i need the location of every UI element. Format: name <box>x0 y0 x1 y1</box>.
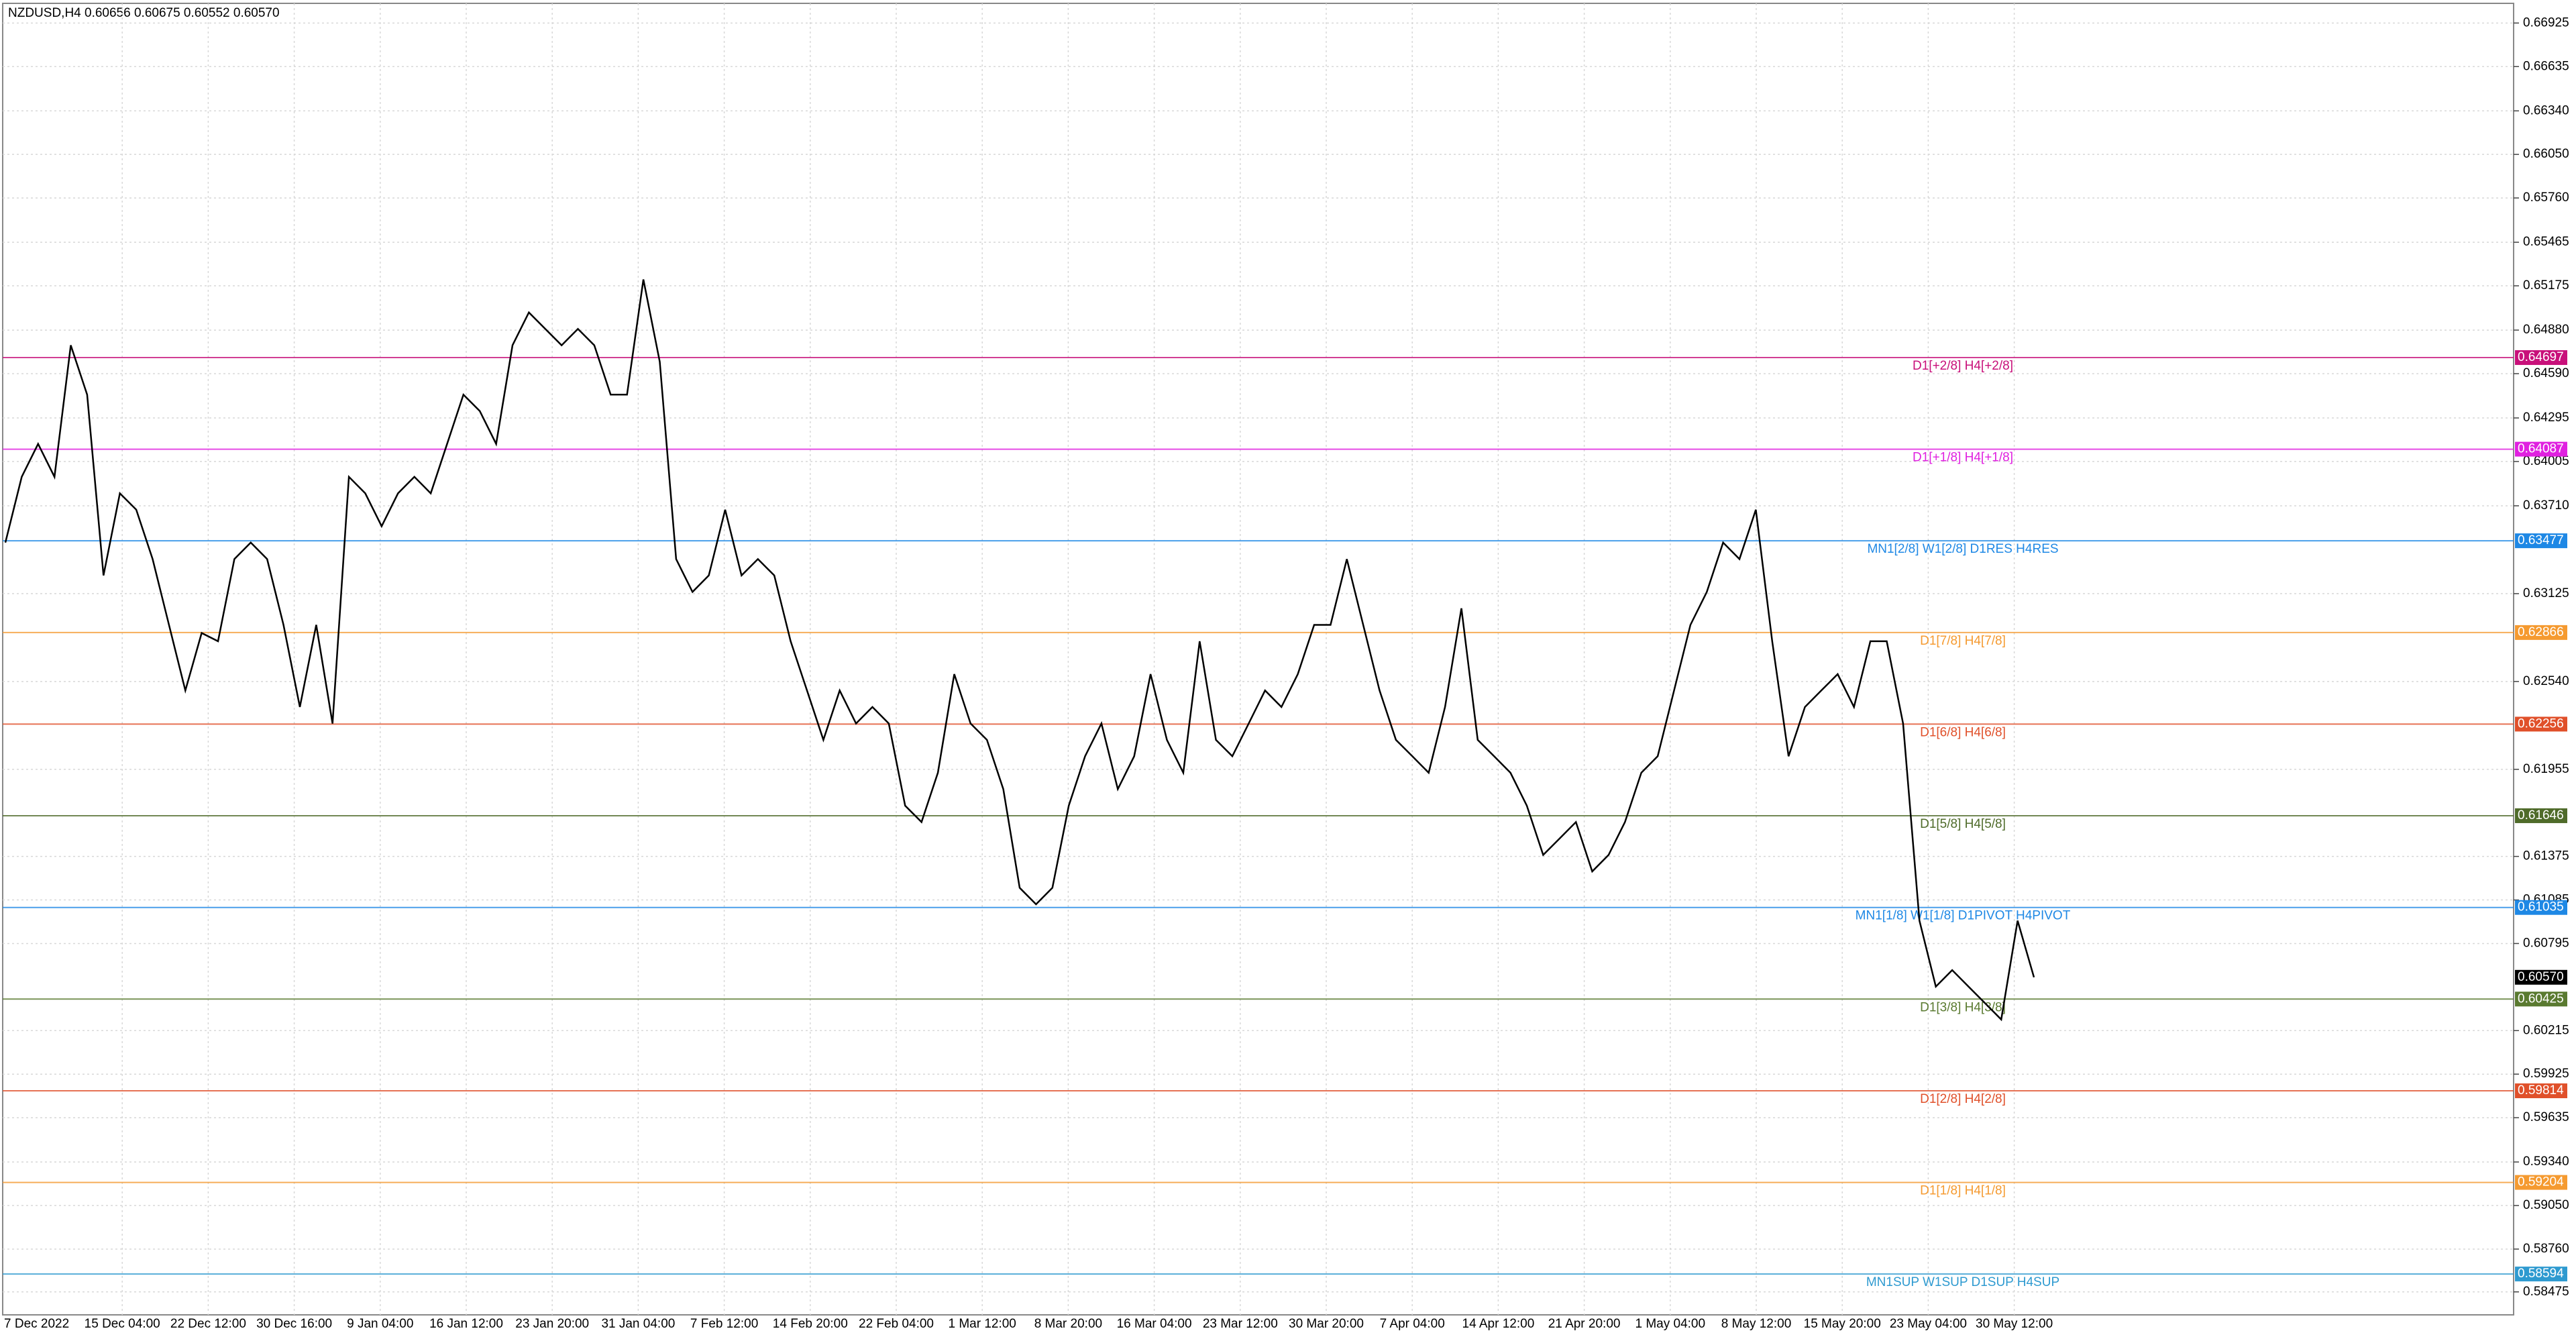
y-tick-label: 0.65175 <box>2523 278 2569 292</box>
level-tag <box>2515 1083 2567 1099</box>
x-tick-label: 8 May 12:00 <box>1721 1317 1792 1331</box>
y-tick-label: 0.65465 <box>2523 235 2569 249</box>
level-label: MN1SUP W1SUP D1SUP H4SUP <box>1866 1275 2059 1289</box>
y-tick-label: 0.66050 <box>2523 147 2569 161</box>
level-tag <box>2515 1175 2567 1190</box>
price-line <box>4 279 2035 1022</box>
level-label: D1[2/8] H4[2/8] <box>1920 1092 2006 1106</box>
x-tick-label: 14 Apr 12:00 <box>1462 1317 1535 1331</box>
level-tag-label: 0.59814 <box>2518 1083 2564 1097</box>
level-tag <box>2515 992 2567 1007</box>
y-tick-label: 0.66925 <box>2523 15 2569 30</box>
level-tag <box>2515 900 2567 915</box>
level-label: D1[5/8] H4[5/8] <box>1920 817 2006 831</box>
x-tick-label: 14 Feb 20:00 <box>773 1317 848 1331</box>
level-tag-label: 0.61646 <box>2518 808 2564 822</box>
level-tag-label: 0.64697 <box>2518 350 2564 364</box>
plot-frame <box>2 3 2514 1316</box>
level-label: MN1[2/8] W1[2/8] D1RES H4RES <box>1867 542 2058 556</box>
y-tick-label: 0.63125 <box>2523 586 2569 600</box>
x-tick-label: 30 Mar 20:00 <box>1289 1317 1364 1331</box>
y-tick-label: 0.59925 <box>2523 1067 2569 1081</box>
y-tick-label: 0.60795 <box>2523 936 2569 950</box>
x-tick-label: 16 Mar 04:00 <box>1117 1317 1192 1331</box>
y-tick-label: 0.62540 <box>2523 674 2569 688</box>
y-tick-label: 0.59340 <box>2523 1155 2569 1169</box>
x-tick-label: 9 Jan 04:00 <box>347 1317 413 1331</box>
level-tag <box>2515 625 2567 640</box>
level-tag-label: 0.62866 <box>2518 625 2564 639</box>
level-label: D1[+2/8] H4[+2/8] <box>1913 359 2013 373</box>
level-tag <box>2515 808 2567 823</box>
x-tick-label: 7 Dec 2022 <box>4 1317 69 1331</box>
y-tick-label: 0.61955 <box>2523 762 2569 776</box>
x-tick-label: 1 May 04:00 <box>1635 1317 1706 1331</box>
x-tick-label: 22 Feb 04:00 <box>859 1317 934 1331</box>
x-tick-label: 7 Apr 04:00 <box>1380 1317 1445 1331</box>
level-tag-label: 0.62256 <box>2518 716 2564 731</box>
x-tick-label: 15 May 20:00 <box>1804 1317 1881 1331</box>
x-tick-label: 31 Jan 04:00 <box>601 1317 675 1331</box>
level-tag-label: 0.60425 <box>2518 992 2564 1006</box>
level-tag-label: 0.59204 <box>2518 1175 2564 1189</box>
x-tick-label: 22 Dec 12:00 <box>170 1317 246 1331</box>
y-tick-label: 0.60215 <box>2523 1023 2569 1037</box>
y-tick-label: 0.64590 <box>2523 366 2569 380</box>
level-tag <box>2515 350 2567 366</box>
level-label: D1[1/8] H4[1/8] <box>1920 1184 2006 1198</box>
chart-title: NZDUSD,H4 0.60656 0.60675 0.60552 0.6057… <box>8 6 280 20</box>
level-tag-label: 0.64087 <box>2518 442 2564 456</box>
x-tick-label: 30 May 12:00 <box>1976 1317 2053 1331</box>
y-tick-label: 0.66340 <box>2523 103 2569 117</box>
level-label: D1[6/8] H4[6/8] <box>1920 725 2006 739</box>
y-tick-label: 0.66635 <box>2523 59 2569 73</box>
x-tick-label: 16 Jan 12:00 <box>429 1317 503 1331</box>
y-tick-label: 0.63710 <box>2523 498 2569 513</box>
level-tag <box>2515 441 2567 457</box>
level-tag-label: 0.61035 <box>2518 900 2564 914</box>
y-tick-label: 0.59635 <box>2523 1110 2569 1124</box>
x-tick-label: 8 Mar 20:00 <box>1034 1317 1102 1331</box>
current-price-label: 0.60570 <box>2518 970 2564 984</box>
level-tag <box>2515 533 2567 549</box>
y-tick-label: 0.61375 <box>2523 849 2569 863</box>
level-tag <box>2515 1267 2567 1282</box>
y-tick-label: 0.58475 <box>2523 1285 2569 1299</box>
y-tick-label: 0.64295 <box>2523 411 2569 425</box>
x-tick-label: 7 Feb 12:00 <box>690 1317 758 1331</box>
x-tick-label: 23 May 04:00 <box>1890 1317 1967 1331</box>
x-tick-label: 15 Dec 04:00 <box>85 1317 160 1331</box>
x-tick-label: 21 Apr 20:00 <box>1548 1317 1621 1331</box>
level-tag-label: 0.63477 <box>2518 533 2564 547</box>
level-label: D1[7/8] H4[7/8] <box>1920 634 2006 648</box>
level-label: D1[+1/8] H4[+1/8] <box>1913 451 2013 465</box>
level-tag <box>2515 716 2567 732</box>
level-label: MN1[1/8] W1[1/8] D1PIVOT H4PIVOT <box>1856 909 2071 923</box>
y-tick-label: 0.59050 <box>2523 1198 2569 1212</box>
x-tick-label: 23 Mar 12:00 <box>1203 1317 1278 1331</box>
x-tick-label: 23 Jan 20:00 <box>515 1317 589 1331</box>
y-tick-label: 0.64880 <box>2523 323 2569 337</box>
y-tick-label: 0.65760 <box>2523 191 2569 205</box>
x-tick-label: 30 Dec 16:00 <box>256 1317 332 1331</box>
y-tick-label: 0.58760 <box>2523 1242 2569 1256</box>
current-price-tag <box>2515 969 2567 985</box>
y-tick-label: 0.64005 <box>2523 454 2569 468</box>
level-tag-label: 0.58594 <box>2518 1267 2564 1281</box>
x-tick-label: 1 Mar 12:00 <box>948 1317 1016 1331</box>
level-label: D1[3/8] H4[3/8] <box>1920 1000 2006 1014</box>
